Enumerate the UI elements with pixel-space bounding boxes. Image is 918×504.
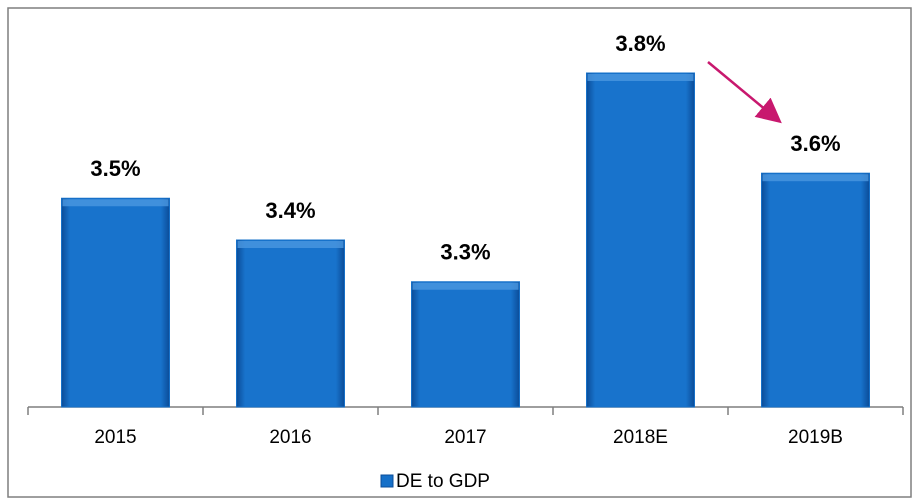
bar bbox=[411, 281, 520, 408]
value-label: 3.5% bbox=[90, 156, 140, 181]
legend-label: DE to GDP bbox=[396, 471, 490, 492]
arrow bbox=[707, 61, 782, 124]
bar-bevel bbox=[62, 199, 169, 207]
bar-bevel bbox=[412, 282, 519, 290]
x-tick-label: 2018E bbox=[613, 427, 668, 448]
x-tick-label: 2016 bbox=[269, 427, 311, 448]
bar-bevel bbox=[237, 241, 344, 248]
value-label: 3.3% bbox=[440, 240, 490, 265]
bar-bevel bbox=[587, 74, 694, 81]
value-label: 3.8% bbox=[615, 31, 665, 56]
value-label: 3.4% bbox=[265, 198, 315, 223]
bar bbox=[586, 72, 695, 408]
bar bbox=[236, 239, 345, 408]
bar bbox=[761, 172, 870, 408]
frame bbox=[7, 7, 912, 498]
x-tick-label: 2019B bbox=[788, 427, 843, 448]
value-label: 3.6% bbox=[790, 131, 840, 156]
bar-bevel bbox=[762, 174, 869, 182]
bar bbox=[61, 197, 170, 408]
legend-marker bbox=[380, 474, 394, 488]
x-tick-label: 2017 bbox=[444, 427, 486, 448]
x-tick-label: 2015 bbox=[94, 427, 136, 448]
